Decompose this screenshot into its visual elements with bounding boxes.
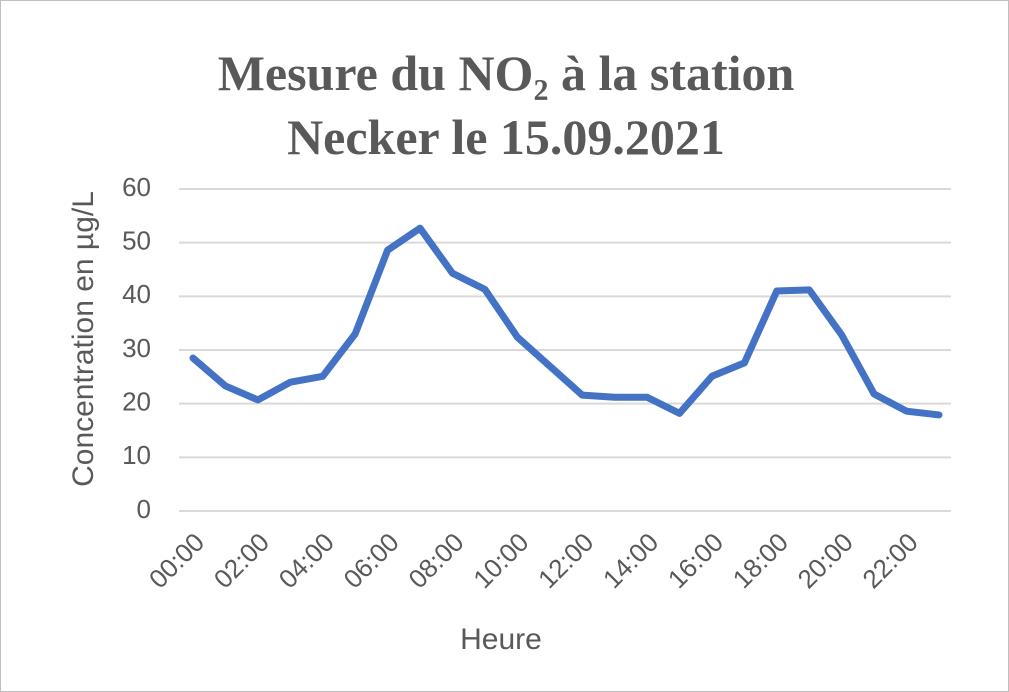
y-tick-label: 50 xyxy=(122,226,151,256)
x-tick-label: 04:00 xyxy=(273,527,340,594)
y-axis-label: Concentration en µg/L xyxy=(67,191,100,487)
x-tick-label: 22:00 xyxy=(856,527,923,594)
x-tick-label: 10:00 xyxy=(467,527,534,594)
y-tick-label: 60 xyxy=(122,172,151,202)
chart-title: Mesure du NO₂ à la station Necker le 15.… xyxy=(217,45,795,165)
x-tick-label: 16:00 xyxy=(662,527,729,594)
x-tick-label: 00:00 xyxy=(143,527,210,594)
y-tick-label: 0 xyxy=(137,494,151,524)
data-line xyxy=(189,224,943,419)
x-tick-label: 08:00 xyxy=(402,527,469,594)
x-axis-label: Heure xyxy=(460,623,542,656)
y-tick-label: 30 xyxy=(122,333,151,363)
x-tick-label: 12:00 xyxy=(532,527,599,594)
x-tick-label: 20:00 xyxy=(792,527,859,594)
y-tick-label: 40 xyxy=(122,279,151,309)
x-tick-label: 06:00 xyxy=(337,527,404,594)
x-tick-label: 18:00 xyxy=(727,527,794,594)
x-tick-label: 14:00 xyxy=(597,527,664,594)
y-tick-label: 20 xyxy=(122,387,151,417)
y-tick-label: 10 xyxy=(122,440,151,470)
x-tick-label: 02:00 xyxy=(208,527,275,594)
